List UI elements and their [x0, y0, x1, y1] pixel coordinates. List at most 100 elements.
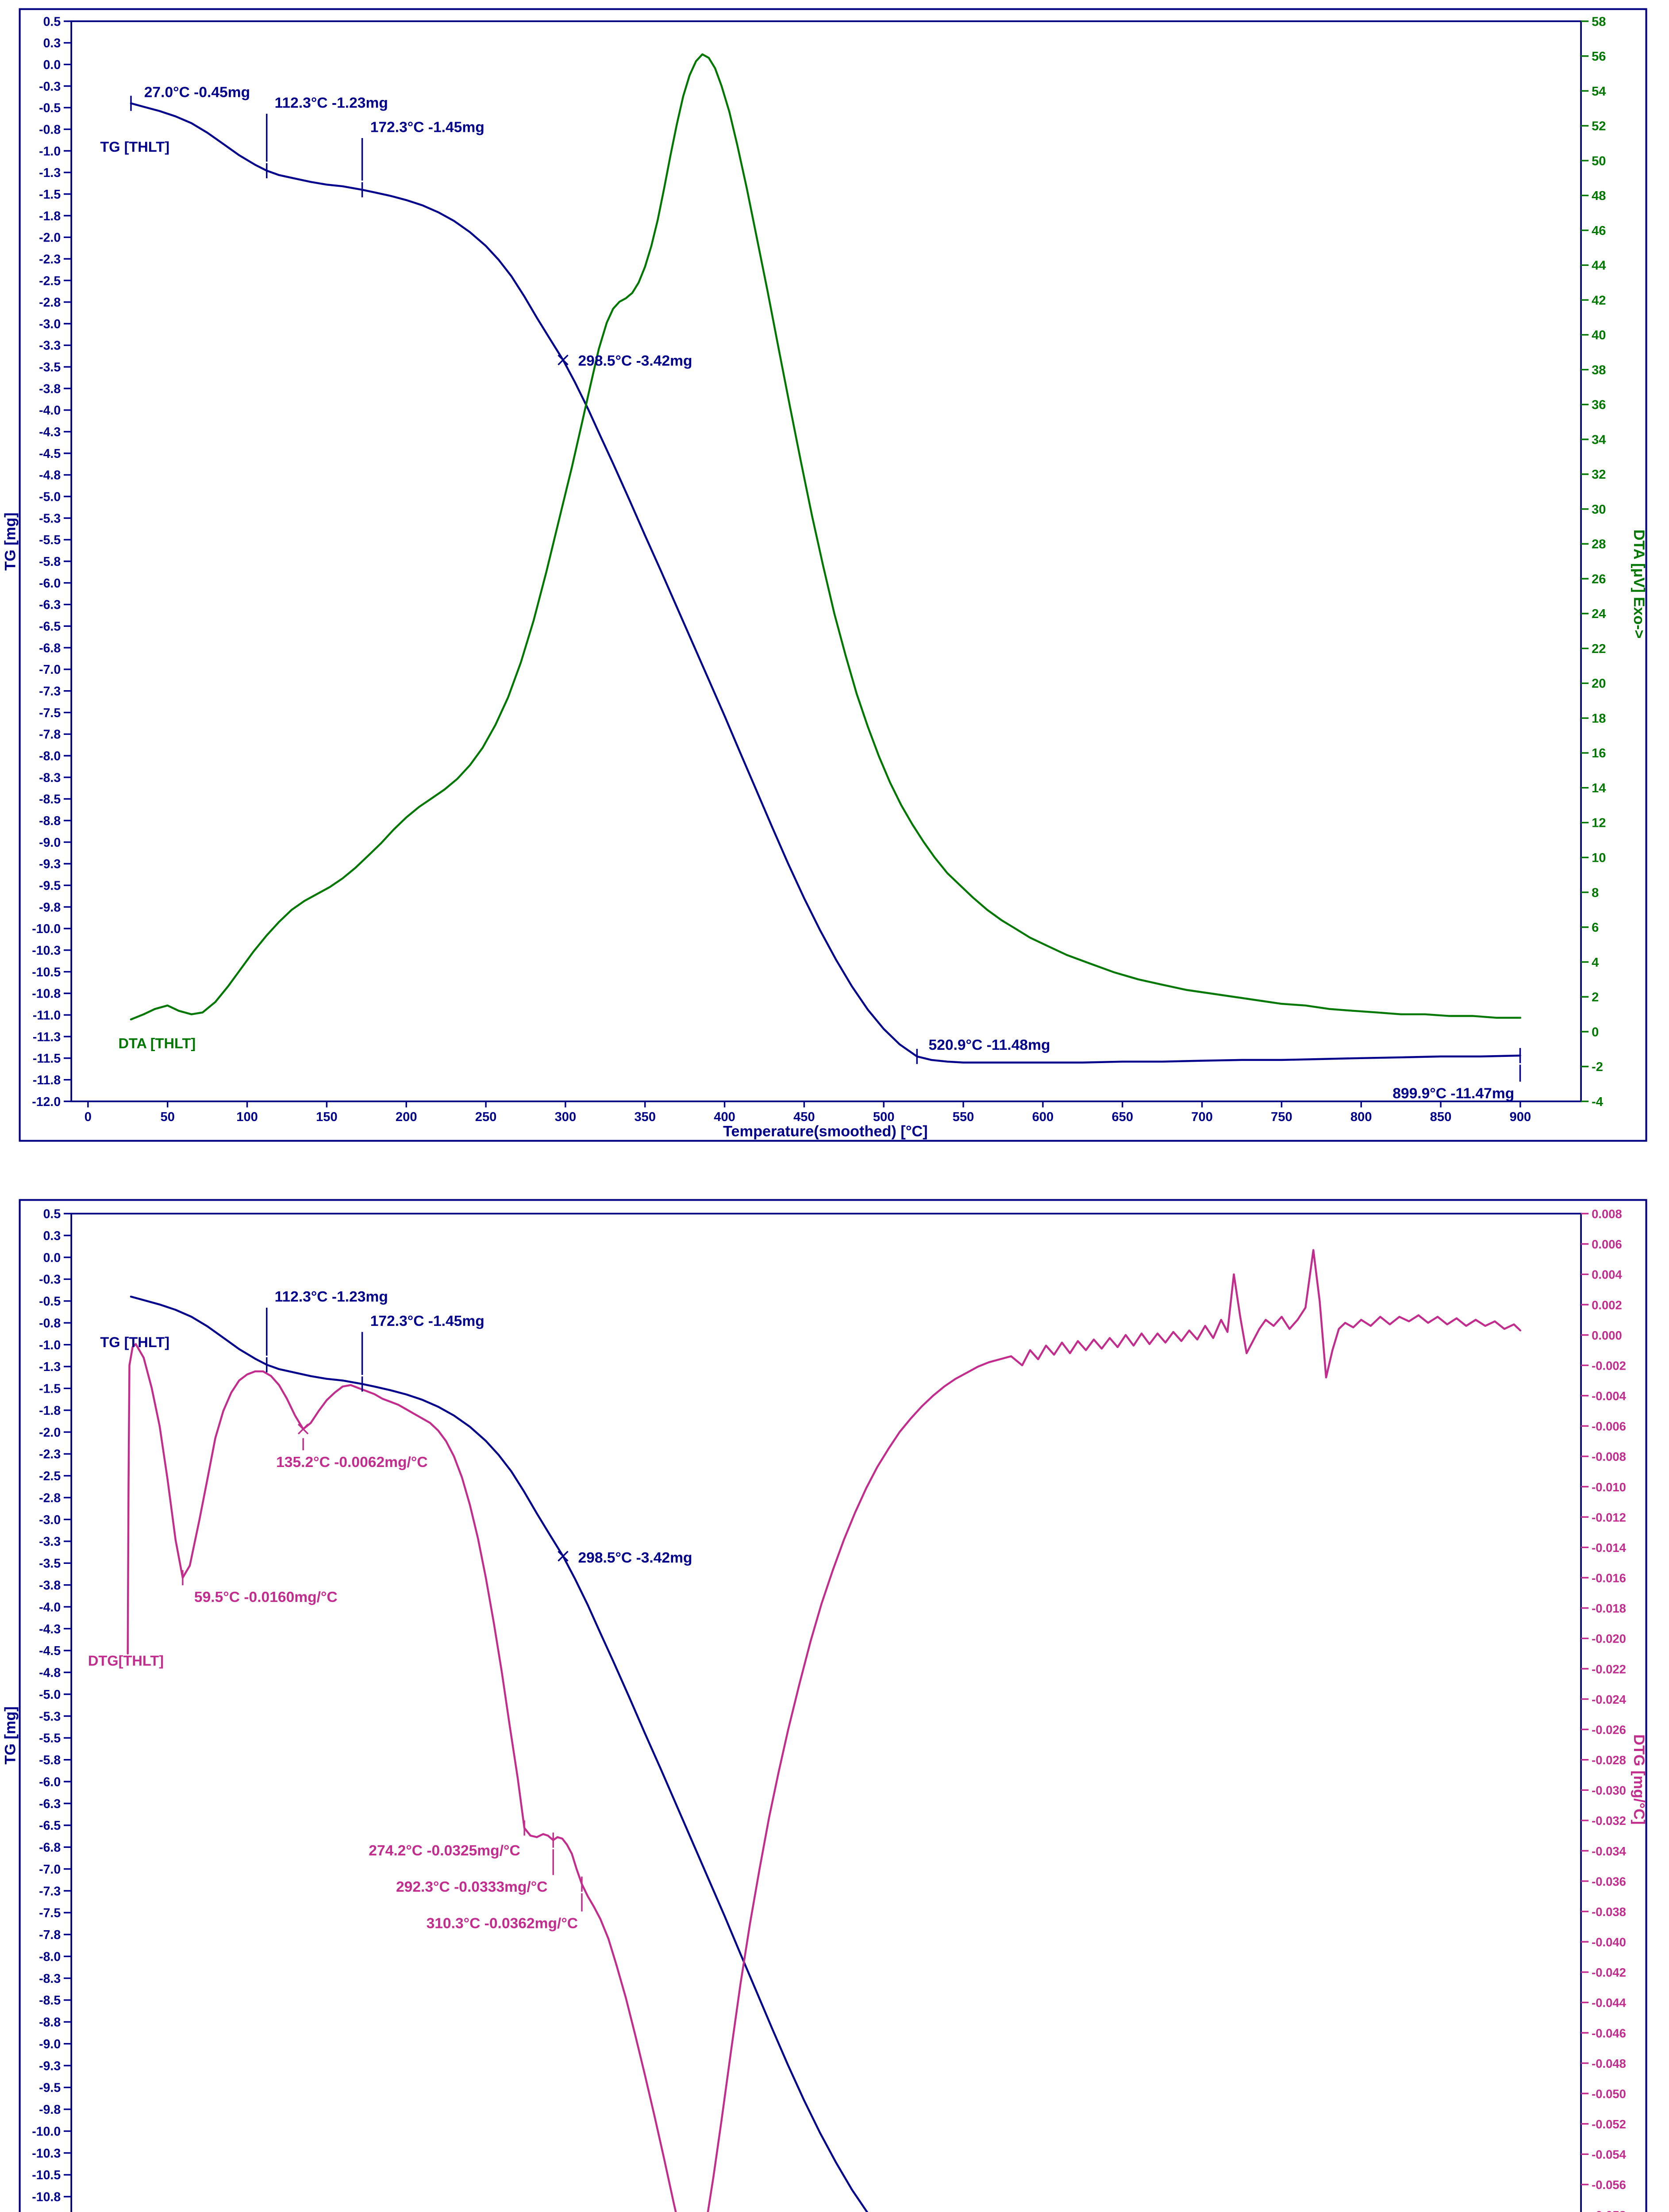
annotation: 172.3°C -1.45mg	[361, 1313, 485, 1392]
left-tick-label: -9.3	[39, 857, 61, 872]
right-tick-label: 26	[1592, 572, 1606, 586]
left-tick-label: 0.3	[43, 36, 61, 50]
dtg-curve	[127, 1249, 1522, 2212]
annotation-text: 172.3°C -1.45mg	[370, 119, 485, 135]
left-tick-label: -1.3	[39, 166, 61, 180]
x-tick-label: 400	[714, 1110, 735, 1124]
annotation: 59.5°C -0.0160mg/°C	[182, 1570, 338, 1605]
left-tick-label: -11.3	[33, 1030, 61, 1044]
x-tick-label: 100	[236, 1110, 258, 1124]
right-tick-label: 0	[1592, 1025, 1599, 1039]
left-tick-label: -0.3	[39, 1273, 61, 1287]
left-tick-label: -7.8	[39, 1928, 61, 1942]
left-tick-label: -7.0	[39, 663, 61, 677]
left-tick-label: 0.0	[43, 58, 61, 72]
annotation-text: 298.5°C -3.42mg	[578, 1550, 692, 1566]
annotation-text: 274.2°C -0.0325mg/°C	[369, 1843, 520, 1859]
right-tick-label: 52	[1592, 119, 1606, 134]
annotation-text: 172.3°C -1.45mg	[370, 1313, 485, 1329]
annotation-text: 899.9°C -11.47mg	[1392, 1086, 1514, 1102]
left-tick-label: -10.8	[32, 987, 61, 1001]
left-tick-label: -2.5	[39, 1469, 61, 1483]
series-label: DTG[THLT]	[88, 1653, 164, 1669]
left-tick-label: 0.3	[43, 1229, 61, 1243]
right-tick-label: -0.044	[1592, 1996, 1627, 2010]
left-tick-label: -5.3	[39, 1709, 61, 1724]
left-tick-label: -6.5	[39, 620, 61, 634]
left-tick-label: -1.0	[39, 144, 61, 158]
right-tick-label: -0.040	[1592, 1936, 1626, 1949]
annotation-text: 112.3°C -1.23mg	[275, 95, 388, 111]
left-tick-label: -2.3	[39, 252, 61, 266]
x-tick-label: 500	[873, 1110, 895, 1124]
left-tick-label: 0.5	[43, 1207, 61, 1221]
right-tick-label: -0.008	[1592, 1450, 1626, 1463]
left-tick-label: -8.8	[39, 814, 61, 828]
left-tick-label: -7.0	[39, 1863, 61, 1877]
left-tick-label: -9.3	[39, 2059, 61, 2073]
right-tick-label: 42	[1592, 293, 1606, 307]
annotation-text: 59.5°C -0.0160mg/°C	[194, 1589, 338, 1605]
left-tick-label: -1.8	[39, 209, 61, 223]
right-tick-label: -0.038	[1592, 1905, 1626, 1919]
right-tick-label: -0.054	[1592, 2148, 1627, 2162]
left-tick-label: -2.8	[39, 296, 61, 310]
left-tick-label: -1.5	[39, 1382, 61, 1396]
annotation: 27.0°C -0.45mg	[130, 84, 250, 111]
annotation-text: 27.0°C -0.45mg	[144, 84, 250, 100]
right-tick-label: -0.056	[1592, 2178, 1626, 2192]
x-tick-label: 250	[475, 1110, 497, 1124]
left-axis: 0.5 0.3 0.0 -0.3 -0.5 -0.8 -1.0 -1.3 -1.5 -1.8 -2.…	[32, 1207, 72, 2212]
tg-dta-chart: 0 50 100 150 200 250 300 350 400 450 500 550 600 650 7…	[2, 8, 1647, 1142]
right-tick-label: -0.010	[1592, 1480, 1626, 1494]
annotation: 520.9°C -11.48mg	[916, 1037, 1050, 1064]
left-tick-label: -3.8	[39, 382, 61, 396]
left-tick-label: -6.8	[39, 1841, 61, 1855]
x-tick-label: 700	[1191, 1110, 1213, 1124]
left-tick-label: -1.8	[39, 1404, 61, 1418]
right-tick-label: 48	[1592, 189, 1606, 203]
x-axis: 0 50 100 150 200 250 300 350 400 450 500 550 600 650 7…	[85, 1101, 1531, 1124]
left-tick-label: -8.5	[39, 1993, 61, 2008]
right-tick-label: -0.024	[1592, 1693, 1627, 1706]
right-tick-label: -0.052	[1592, 2117, 1626, 2131]
left-tick-label: -10.8	[32, 2190, 61, 2204]
left-tick-label: -6.0	[39, 1775, 61, 1789]
right-axis-title: DTA [μV] Exo->	[1631, 530, 1647, 639]
right-tick-label: -0.046	[1592, 2026, 1626, 2040]
annotation-marker	[297, 1424, 309, 1435]
annotation-text: 292.3°C -0.0333mg/°C	[396, 1879, 547, 1895]
right-tick-label: 12	[1592, 816, 1606, 830]
right-tick-label: 34	[1592, 433, 1606, 447]
annotation-text: 112.3°C -1.23mg	[275, 1289, 388, 1305]
annotation-text: 520.9°C -11.48mg	[929, 1037, 1050, 1053]
right-tick-label: 32	[1592, 468, 1606, 482]
x-tick-label: 150	[316, 1110, 338, 1124]
left-tick-label: -0.5	[39, 101, 61, 115]
x-tick-label: 450	[793, 1110, 815, 1124]
plot-border	[70, 20, 1582, 1102]
left-tick-label: -10.0	[32, 922, 61, 936]
left-tick-label: -6.5	[39, 1819, 61, 1833]
x-tick-label: 200	[396, 1110, 417, 1124]
right-tick-label: 50	[1592, 154, 1606, 168]
left-tick-label: -2.8	[39, 1491, 61, 1505]
annotation: 298.5°C -3.42mg	[558, 1550, 692, 1566]
right-tick-label: 56	[1592, 50, 1606, 64]
left-tick-label: -2.3	[39, 1448, 61, 1462]
x-tick-label: 600	[1032, 1110, 1054, 1124]
right-tick-label: 0.000	[1592, 1329, 1622, 1342]
left-tick-label: -6.3	[39, 1797, 61, 1811]
left-tick-label: -8.0	[39, 749, 61, 764]
left-tick-label: -8.3	[39, 1972, 61, 1986]
left-tick-label: -5.5	[39, 1732, 61, 1746]
left-axis-title: TG [mg]	[2, 1706, 19, 1764]
x-tick-label: 650	[1111, 1110, 1133, 1124]
left-tick-label: -0.8	[39, 1316, 61, 1330]
right-tick-label: 22	[1592, 642, 1606, 656]
left-tick-label: 0.0	[43, 1251, 61, 1265]
annotation-text: 135.2°C -0.0062mg/°C	[276, 1454, 427, 1471]
right-tick-label: -2	[1592, 1060, 1603, 1074]
tg-curve	[130, 102, 1521, 1064]
